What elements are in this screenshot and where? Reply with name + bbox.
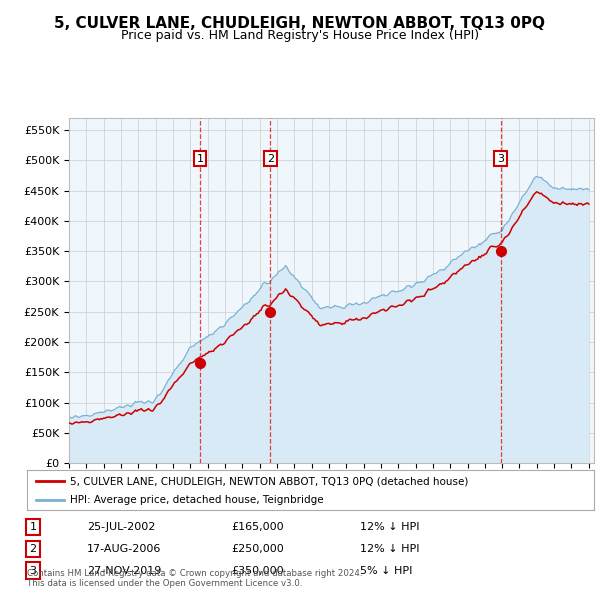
- Text: £250,000: £250,000: [231, 544, 284, 553]
- Text: Contains HM Land Registry data © Crown copyright and database right 2024.
This d: Contains HM Land Registry data © Crown c…: [27, 569, 362, 588]
- Text: 1: 1: [197, 153, 203, 163]
- Text: 1: 1: [29, 522, 37, 532]
- Text: 17-AUG-2006: 17-AUG-2006: [87, 544, 161, 553]
- Text: 12% ↓ HPI: 12% ↓ HPI: [360, 544, 419, 553]
- Text: 3: 3: [497, 153, 504, 163]
- Text: HPI: Average price, detached house, Teignbridge: HPI: Average price, detached house, Teig…: [70, 496, 323, 505]
- Text: Price paid vs. HM Land Registry's House Price Index (HPI): Price paid vs. HM Land Registry's House …: [121, 30, 479, 42]
- Text: 12% ↓ HPI: 12% ↓ HPI: [360, 522, 419, 532]
- Text: £165,000: £165,000: [231, 522, 284, 532]
- Text: 25-JUL-2002: 25-JUL-2002: [87, 522, 155, 532]
- Text: 5, CULVER LANE, CHUDLEIGH, NEWTON ABBOT, TQ13 0PQ: 5, CULVER LANE, CHUDLEIGH, NEWTON ABBOT,…: [55, 16, 545, 31]
- Text: 27-NOV-2019: 27-NOV-2019: [87, 566, 161, 575]
- Text: 3: 3: [29, 566, 37, 575]
- Text: 5, CULVER LANE, CHUDLEIGH, NEWTON ABBOT, TQ13 0PQ (detached house): 5, CULVER LANE, CHUDLEIGH, NEWTON ABBOT,…: [70, 477, 468, 487]
- Text: 2: 2: [267, 153, 274, 163]
- Text: £350,000: £350,000: [231, 566, 284, 575]
- Text: 2: 2: [29, 544, 37, 553]
- Text: 5% ↓ HPI: 5% ↓ HPI: [360, 566, 412, 575]
